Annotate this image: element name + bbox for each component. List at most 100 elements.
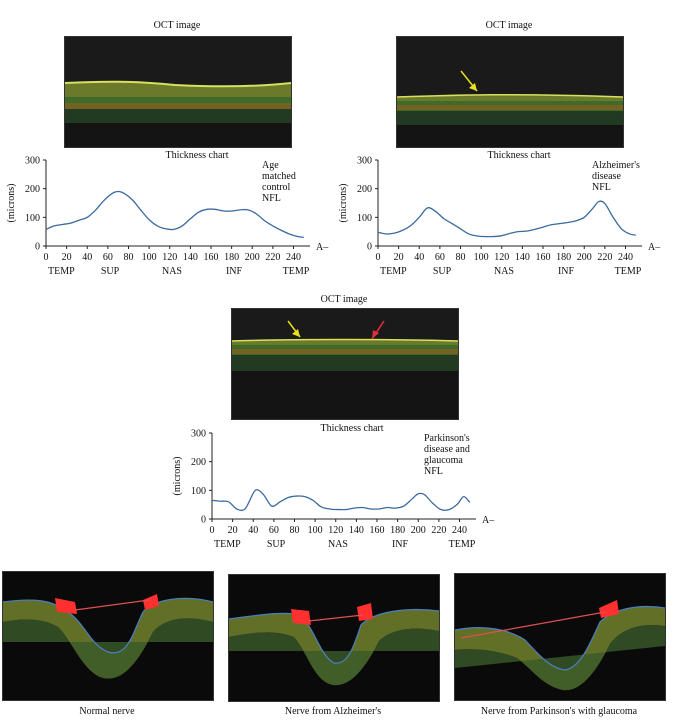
x-tick-label: 80 (290, 525, 300, 536)
region-label: INF (226, 266, 243, 277)
oct-image-2 (396, 36, 624, 148)
nerve-scan-alzheimers (229, 575, 439, 701)
x-axis-end-label: A– (648, 242, 661, 253)
x-tick-label: 80 (456, 252, 466, 263)
thickness-curve (377, 200, 636, 238)
x-tick-label: 20 (228, 525, 238, 536)
x-tick-label: 60 (269, 525, 279, 536)
annotation-2: Alzheimer's disease NFL (592, 160, 640, 193)
thickness-chart-2: 0 100 200 300 (microns) 0 20 40 60 80 100 120 140 160… (338, 156, 661, 278)
region-label: SUP (433, 266, 452, 277)
region-label: TEMP (283, 266, 310, 277)
annotation-3-line: NFL (424, 466, 443, 477)
x-tick-label: 240 (286, 252, 301, 263)
y-tick-label: 100 (357, 213, 372, 224)
thickness-chart-3: 0 100 200 300 (microns) 0 20 40 60 80 100 120 140 160… (172, 429, 495, 551)
chart-title-1: Thickness chart (165, 150, 229, 161)
thickness-curve (45, 190, 304, 239)
x-tick-label: 80 (124, 252, 134, 263)
x-tick-label: 100 (474, 252, 489, 263)
y-tick-label: 300 (357, 156, 372, 167)
annotation-2-line: disease (592, 171, 621, 182)
x-axis-end-label: A– (316, 242, 329, 253)
chart-title-3: Thickness chart (320, 423, 384, 434)
nerve-image-parkinsons-glaucoma (454, 573, 666, 701)
annotation-3-line: glaucoma (424, 455, 463, 466)
y-tick-label: 0 (35, 242, 40, 253)
chart-title-2: Thickness chart (487, 150, 551, 161)
x-tick-label: 120 (162, 252, 177, 263)
oct-title-2: OCT image (485, 20, 533, 31)
x-tick-label: 180 (390, 525, 405, 536)
caption-alzheimers-nerve: Nerve from Alzheimer's (284, 706, 382, 717)
region-label: INF (558, 266, 575, 277)
x-tick-label: 220 (597, 252, 612, 263)
region-label: SUP (267, 539, 286, 550)
caption-normal-nerve: Normal nerve (79, 706, 135, 717)
oct-image-1 (64, 36, 292, 148)
nerve-image-alzheimers (228, 574, 440, 702)
y-axis-label: (microns) (338, 184, 349, 223)
x-tick-label: 160 (536, 252, 551, 263)
y-tick-label: 0 (367, 242, 372, 253)
y-tick-label: 100 (25, 213, 40, 224)
annotation-2-line: Alzheimer's (592, 160, 640, 171)
oct-title-1: OCT image (153, 20, 201, 31)
x-tick-label: 60 (103, 252, 113, 263)
nerve-image-normal (2, 571, 214, 701)
y-tick-label: 300 (25, 156, 40, 167)
y-axis-label: (microns) (6, 184, 17, 223)
x-tick-label: 140 (183, 252, 198, 263)
x-tick-label: 40 (414, 252, 424, 263)
oct-title-3: OCT image (320, 294, 368, 305)
x-tick-label: 0 (44, 252, 49, 263)
region-label: TEMP (380, 266, 407, 277)
x-tick-label: 140 (515, 252, 530, 263)
x-tick-label: 100 (142, 252, 157, 263)
x-tick-label: 180 (556, 252, 571, 263)
x-tick-label: 140 (349, 525, 364, 536)
y-tick-label: 200 (25, 184, 40, 195)
region-label: TEMP (449, 539, 476, 550)
nerve-scan-normal (3, 572, 213, 700)
y-axis-label: (microns) (172, 457, 183, 496)
oct-scan-1 (65, 37, 291, 147)
region-label: NAS (162, 266, 182, 277)
x-tick-label: 40 (82, 252, 92, 263)
region-label: TEMP (48, 266, 75, 277)
annotation-1-line: NFL (262, 193, 281, 204)
annotation-1: Age matched control NFL (262, 160, 296, 204)
region-label: NAS (328, 539, 348, 550)
x-tick-label: 240 (618, 252, 633, 263)
x-tick-label: 200 (245, 252, 260, 263)
y-tick-label: 200 (357, 184, 372, 195)
x-tick-label: 0 (210, 525, 215, 536)
annotation-1-line: Age (262, 160, 279, 171)
x-tick-label: 200 (411, 525, 426, 536)
annotation-3-line: disease and (424, 444, 470, 455)
annotation-3-line: Parkinson's (424, 433, 470, 444)
x-tick-label: 20 (62, 252, 72, 263)
annotation-1-line: matched (262, 171, 296, 182)
y-tick-label: 0 (201, 515, 206, 526)
x-tick-label: 160 (204, 252, 219, 263)
x-tick-label: 120 (328, 525, 343, 536)
thickness-chart-1: 0 100 200 300 (microns) 0 20 40 60 80 100 120 140 160… (6, 156, 329, 278)
x-tick-label: 240 (452, 525, 467, 536)
region-label: NAS (494, 266, 514, 277)
region-label: TEMP (615, 266, 642, 277)
annotation-3: Parkinson's disease and glaucoma NFL (424, 433, 470, 477)
x-tick-label: 200 (577, 252, 592, 263)
y-tick-label: 100 (191, 486, 206, 497)
y-tick-label: 200 (191, 457, 206, 468)
x-tick-label: 100 (308, 525, 323, 536)
oct-scan-2 (397, 37, 623, 147)
oct-image-3 (231, 308, 459, 420)
x-axis-end-label: A– (482, 515, 495, 526)
x-tick-label: 120 (494, 252, 509, 263)
region-label: INF (392, 539, 409, 550)
x-tick-label: 20 (394, 252, 404, 263)
x-tick-label: 220 (265, 252, 280, 263)
oct-scan-3 (232, 309, 458, 419)
x-tick-label: 220 (431, 525, 446, 536)
